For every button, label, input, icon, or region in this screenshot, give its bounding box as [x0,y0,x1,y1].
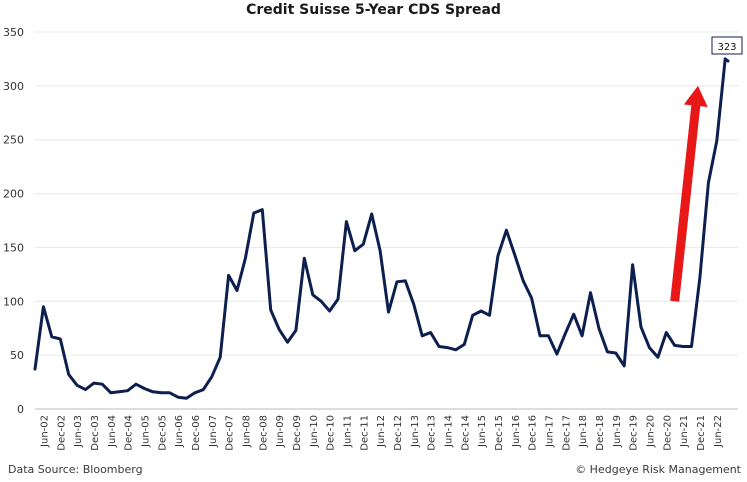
trend-arrow [670,85,708,302]
data-source-note: Data Source: Bloomberg [8,463,143,476]
x-tick-label: Dec-02 [56,415,67,451]
x-tick-label: Jun-12 [376,415,387,448]
x-tick-label: Jun-08 [241,415,252,448]
y-tick-label: 300 [3,80,24,93]
x-tick-label: Dec-15 [494,415,505,451]
x-tick-label: Jun-11 [342,415,353,448]
y-tick-label: 350 [3,26,24,39]
x-tick-label: Jun-03 [73,415,84,448]
y-tick-label: 150 [3,241,24,254]
x-tick-label: Jun-14 [443,415,454,448]
x-tick-label: Jun-07 [208,415,219,448]
x-tick-label: Jun-13 [410,415,421,448]
last-value-label: 323 [717,42,736,53]
x-tick-label: Dec-05 [157,415,168,451]
x-tick-label: Dec-11 [359,415,370,451]
x-tick-label: Jun-05 [140,415,151,448]
x-tick-label: Jun-21 [679,415,690,448]
x-tick-label: Dec-21 [696,415,707,451]
chart-title: Credit Suisse 5-Year CDS Spread [246,2,501,18]
y-tick-label: 0 [17,403,24,416]
x-tick-label: Dec-03 [90,415,101,451]
x-tick-label: Jun-17 [544,415,555,448]
y-tick-label: 100 [3,295,24,308]
y-axis-ticks: 0 50 100 150 200 250 300 350 [3,26,24,416]
x-tick-label: Dec-04 [124,415,135,451]
last-value-box [711,36,743,55]
y-tick-label: 250 [3,134,24,147]
x-tick-label: Jun-22 [713,415,724,448]
x-tick-label: Dec-18 [595,415,606,451]
x-tick-label: Jun-06 [174,415,185,448]
x-axis-ticks: Jun-02 Dec-02 Jun-03 Dec-03 Jun-04 Dec-04 Jun-… [39,415,723,451]
x-tick-label: Dec-19 [629,415,640,451]
x-tick-label: Dec-08 [258,415,269,451]
x-tick-label: Jun-10 [309,415,320,448]
x-tick-label: Dec-09 [292,415,303,451]
x-tick-label: Dec-07 [225,415,236,451]
x-tick-label: Dec-17 [561,415,572,451]
trend-arrow-head [683,85,708,108]
x-tick-label: Jun-16 [511,415,522,448]
x-tick-label: Dec-20 [662,415,673,451]
x-tick-label: Jun-20 [645,415,656,448]
x-tick-label: Jun-09 [275,415,286,448]
x-tick-label: Dec-10 [326,415,337,451]
x-tick-label: Jun-02 [39,415,50,448]
last-value-callout: 323 [711,36,743,55]
x-tick-label: Dec-12 [393,415,404,451]
data-points [34,58,729,399]
x-tick-label: Jun-19 [612,415,623,448]
x-tick-label: Jun-15 [477,415,488,448]
x-tick-label: Jun-18 [578,415,589,448]
cds-spread-series-line [33,57,730,400]
y-tick-label: 50 [10,349,24,362]
trend-arrow-shaft [670,101,701,302]
x-tick-label: Dec-06 [191,415,202,451]
y-tick-label: 200 [3,188,24,201]
x-tick-label: Dec-13 [427,415,438,451]
copyright-note: © Hedgeye Risk Management [575,463,741,476]
x-tick-label: Jun-04 [107,415,118,448]
x-tick-label: Dec-14 [460,415,471,451]
x-tick-label: Dec-16 [528,415,539,451]
